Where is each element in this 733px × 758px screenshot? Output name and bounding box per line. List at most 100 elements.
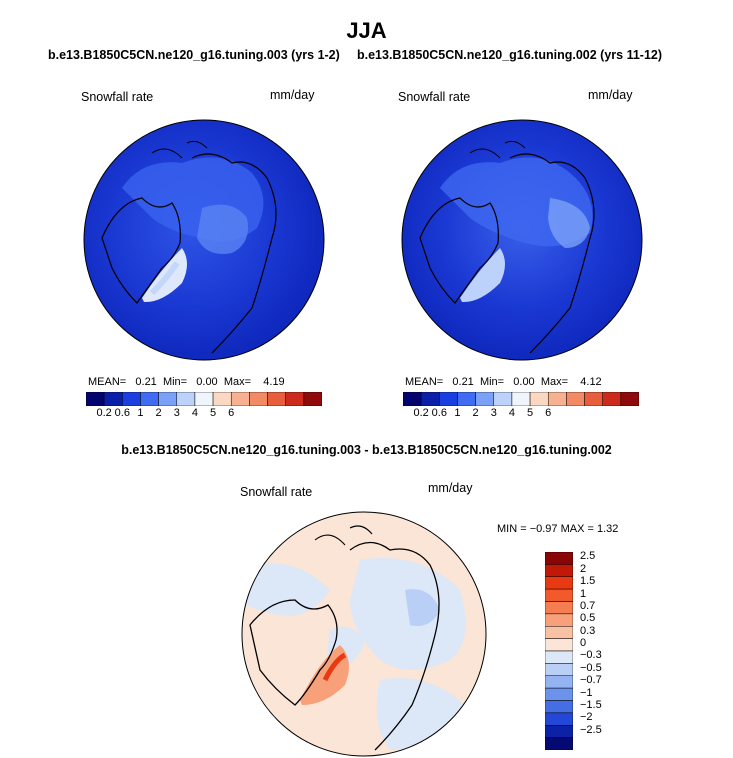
map-3-coastline-east	[349, 541, 440, 751]
panel-1-case-title: b.e13.B1850C5CN.ne120_g16.tuning.003 (yr…	[48, 48, 340, 62]
map-2-border	[401, 119, 643, 361]
map-3-coastline-west	[249, 599, 338, 706]
colorbar-1-tick-label: 1	[137, 407, 144, 419]
mean-value: 0.21	[452, 376, 474, 388]
colorbar-3-swatch	[545, 588, 573, 602]
colorbar-1-swatch	[267, 392, 286, 406]
colorbar-2-swatch	[439, 392, 458, 406]
colorbar-2-swatch	[475, 392, 495, 406]
colorbar-3-swatch	[545, 687, 573, 701]
panel-2-case-title: b.e13.B1850C5CN.ne120_g16.tuning.002 (yr…	[357, 48, 663, 62]
colorbar-2-tick-label: 6	[545, 407, 552, 419]
colorbar-3-tick-label: −0.7	[580, 674, 602, 687]
colorbar-1-tick-label: 3	[173, 407, 180, 419]
panel-2-polar-map	[401, 119, 643, 361]
colorbar-1-swatch	[212, 392, 232, 406]
colorbar-2-swatch	[493, 392, 513, 406]
max-value: 4.19	[263, 376, 285, 388]
panel-1-units-label: mm/day	[270, 88, 315, 102]
colorbar-1-swatch	[285, 392, 305, 406]
colorbar-2-swatch	[584, 392, 603, 406]
map-1-border	[83, 119, 325, 361]
map-2-coastline-east	[509, 153, 595, 354]
colorbar-3-tick-label: 1.5	[580, 575, 596, 588]
colorbar-1-swatch	[194, 392, 214, 406]
colorbar-3-swatch	[545, 564, 573, 577]
colorbar-1-swatch	[158, 392, 178, 406]
colorbar-2-swatch	[511, 392, 531, 406]
colorbar-3-swatch	[545, 601, 573, 615]
colorbar-2-tick-label: 1	[454, 407, 461, 419]
max-label: Max=	[540, 376, 569, 388]
min-label: Min=	[162, 376, 188, 388]
panel-2-units-label: mm/day	[588, 88, 633, 102]
colorbar-2-tick-label: 4	[508, 407, 515, 419]
colorbar-3-swatch	[545, 725, 573, 738]
colorbar-3-swatch	[545, 650, 573, 664]
colorbar-2-swatch	[602, 392, 622, 406]
mean-value: 0.21	[135, 376, 157, 388]
colorbar-3-swatch	[545, 712, 573, 726]
colorbar-2-tick-label: 0.2	[413, 407, 429, 419]
map-3-border	[241, 511, 487, 757]
map-3-negative-core	[405, 589, 440, 626]
colorbar-3-tick-label: 2	[580, 562, 587, 575]
colorbar-3-tick-label: −2	[580, 711, 593, 724]
colorbar-3-tick-label: 2.5	[580, 550, 596, 563]
colorbar-3-swatch	[545, 613, 573, 627]
colorbar-1-swatch	[86, 392, 105, 406]
map-3-positive-core	[322, 652, 347, 682]
colorbar-1-swatch	[176, 392, 196, 406]
map-2-coastline-north	[469, 140, 526, 159]
colorbar-1-tick-label: 2	[155, 407, 162, 419]
min-value: 0.00	[196, 376, 218, 388]
colorbar-3-swatch	[545, 626, 573, 639]
difference-variable-label: Snowfall rate	[240, 485, 313, 499]
difference-stats: MIN = −0.97 MAX = 1.32	[497, 523, 619, 535]
difference-units-label: mm/day	[428, 481, 473, 495]
min-label: Min=	[479, 376, 505, 388]
colorbar-3-swatch	[545, 675, 573, 689]
colorbar-3-tick-label: 0	[580, 637, 587, 649]
map-1-coastline-east	[191, 153, 277, 354]
colorbar-3-tick-label: 1	[580, 587, 587, 600]
min-value: 0.00	[513, 376, 535, 388]
colorbar-3-tick-label: 0.5	[580, 612, 596, 625]
colorbar-2-tick-label: 3	[490, 407, 497, 419]
colorbar-1-swatch	[230, 392, 250, 406]
colorbar-2-tick-label: 5	[527, 407, 534, 419]
map-1-coastline-west	[101, 197, 181, 304]
map-1-coastline-north	[151, 140, 208, 159]
max-label: Max=	[223, 376, 252, 388]
page-title: JJA	[346, 18, 387, 43]
colorbar-2-swatch	[457, 392, 476, 406]
map-2-field-high	[548, 198, 590, 248]
colorbar-2-swatch	[403, 392, 422, 406]
colorbar-3-tick-label: −0.3	[580, 649, 602, 662]
map-1-field-high	[197, 204, 248, 254]
colorbar-1-tick-label: 4	[191, 407, 198, 419]
colorbar-2-tick-label: 2	[472, 407, 479, 419]
colorbar-3-swatch	[545, 638, 573, 652]
colorbar-3-swatch	[545, 663, 573, 676]
panel-2-colorbar-ticks: 0.2 0.6 1 2 3 4 5 6	[403, 407, 639, 421]
panel-1-stats: MEAN= 0.21 Min= 0.00 Max= 4.19	[88, 376, 285, 388]
mean-label: MEAN=	[88, 376, 127, 388]
colorbar-1-swatch	[103, 392, 123, 406]
colorbar-3-swatch	[545, 552, 573, 565]
map-2-greenland-max	[460, 248, 505, 303]
colorbar-2-swatch	[547, 392, 567, 406]
mean-label: MEAN=	[405, 376, 444, 388]
map-3-coastline-north	[314, 525, 373, 546]
max-value: 4.12	[580, 376, 602, 388]
map-2-coastline-west	[419, 197, 499, 304]
colorbar-1-tick-label: 0.2	[96, 407, 112, 419]
colorbar-2-swatch	[566, 392, 585, 406]
difference-polar-map	[241, 511, 487, 757]
colorbar-2-tick-label: 0.6	[431, 407, 447, 419]
colorbar-1-swatch	[140, 392, 159, 406]
panel-1-colorbar	[86, 392, 322, 406]
difference-colorbar	[545, 552, 573, 750]
colorbar-1-tick-label: 0.6	[114, 407, 130, 419]
colorbar-1-tick-label: 5	[210, 407, 217, 419]
